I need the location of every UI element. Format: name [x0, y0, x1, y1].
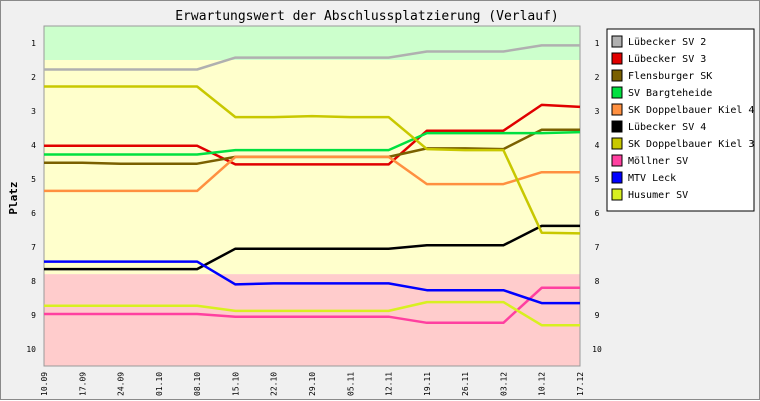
background-bands — [44, 26, 580, 366]
plot-frame — [43, 25, 581, 367]
x-tick-13: 10.12 — [538, 372, 547, 396]
x-tick-10: 19.11 — [423, 372, 432, 396]
y-tick-left-3: 3 — [31, 107, 36, 116]
x-tick-5: 15.10 — [231, 372, 240, 396]
y-tick-right-6: 6 — [595, 209, 600, 218]
y-tick-left-6: 6 — [31, 209, 36, 218]
band-0 — [44, 26, 580, 60]
legend-swatch-8 — [611, 171, 623, 184]
band-2 — [44, 274, 580, 366]
series-line-3 — [44, 130, 581, 156]
y-tick-left-9: 9 — [31, 311, 36, 320]
y-tick-left-1: 1 — [31, 39, 36, 48]
x-tick-7: 29.10 — [308, 372, 317, 396]
series-line-4 — [44, 155, 580, 193]
legend-label-0: Lübecker SV 2 — [628, 37, 706, 48]
y-tick-right-1: 1 — [595, 39, 600, 48]
y-tick-left-2: 2 — [31, 73, 36, 82]
band-1 — [44, 60, 580, 275]
y-tick-right-7: 7 — [595, 243, 600, 252]
chart-title: Erwartungswert der Abschlussplatzierung … — [175, 9, 559, 24]
series-layer — [44, 44, 581, 327]
y-tick-right-5: 5 — [595, 175, 600, 184]
legend-label-4: SK Doppelbauer Kiel 4 — [628, 105, 754, 116]
y-tick-left-7: 7 — [31, 243, 36, 252]
x-tick-14: 17.12 — [576, 372, 585, 396]
legend-swatch-4 — [611, 103, 623, 116]
legend: Lübecker SV 2 Lübecker SV 3 Flensburger SK… — [606, 28, 755, 212]
y-tick-left-8: 8 — [31, 277, 36, 286]
y-tick-left-10: 10 — [26, 345, 36, 354]
series-line-5 — [44, 224, 580, 271]
y-tick-right-2: 2 — [595, 73, 600, 82]
legend-swatch-2 — [611, 69, 623, 82]
legend-label-1: Lübecker SV 3 — [628, 54, 706, 65]
y-tick-right-4: 4 — [595, 141, 600, 150]
legend-swatch-0 — [611, 35, 623, 48]
x-tick-1: 17.09 — [78, 372, 87, 396]
y-tick-right-8: 8 — [595, 277, 600, 286]
legend-label-6: SK Doppelbauer Kiel 3 — [628, 139, 754, 150]
legend-swatch-5 — [611, 120, 623, 133]
legend-box — [606, 28, 755, 212]
legend-label-8: MTV Leck — [628, 173, 676, 184]
y-axis-label: Platz — [7, 181, 20, 214]
legend-swatch-9 — [611, 188, 623, 201]
axis-ticks: 1 1 2 2 3 3 4 4 5 5 6 6 7 7 8 8 9 9 10 10 10.09 17.09 24.09 01.… — [26, 39, 602, 396]
y-tick-left-4: 4 — [31, 141, 36, 150]
legend-swatch-1 — [611, 52, 623, 65]
series-line-0 — [44, 44, 580, 71]
legend-label-3: SV Bargteheide — [628, 88, 712, 99]
plot-border — [43, 25, 581, 367]
series-line-1 — [44, 103, 581, 166]
legend-swatch-6 — [611, 137, 623, 150]
y-tick-right-10: 10 — [592, 345, 602, 354]
y-tick-right-9: 9 — [595, 311, 600, 320]
x-tick-11: 26.11 — [461, 372, 470, 396]
legend-label-2: Flensburger SK — [628, 71, 712, 82]
legend-label-7: Möllner SV — [628, 156, 688, 167]
x-tick-12: 03.12 — [499, 372, 508, 396]
series-line-6 — [44, 85, 581, 235]
x-tick-4: 08.10 — [193, 372, 202, 396]
x-tick-6: 22.10 — [270, 372, 279, 396]
series-line-7 — [44, 286, 580, 325]
legend-swatch-3 — [611, 86, 623, 99]
series-line-9 — [44, 300, 580, 327]
x-tick-8: 05.11 — [346, 372, 355, 396]
x-tick-9: 12.11 — [385, 372, 394, 396]
legend-label-5: Lübecker SV 4 — [628, 122, 706, 133]
y-tick-right-3: 3 — [595, 107, 600, 116]
legend-label-9: Husumer SV — [628, 190, 688, 201]
x-tick-2: 24.09 — [117, 372, 126, 396]
x-tick-0: 10.09 — [40, 372, 49, 396]
legend-swatch-7 — [611, 154, 623, 167]
y-tick-left-5: 5 — [31, 175, 36, 184]
series-line-8 — [44, 260, 580, 305]
x-tick-3: 01.10 — [155, 372, 164, 396]
